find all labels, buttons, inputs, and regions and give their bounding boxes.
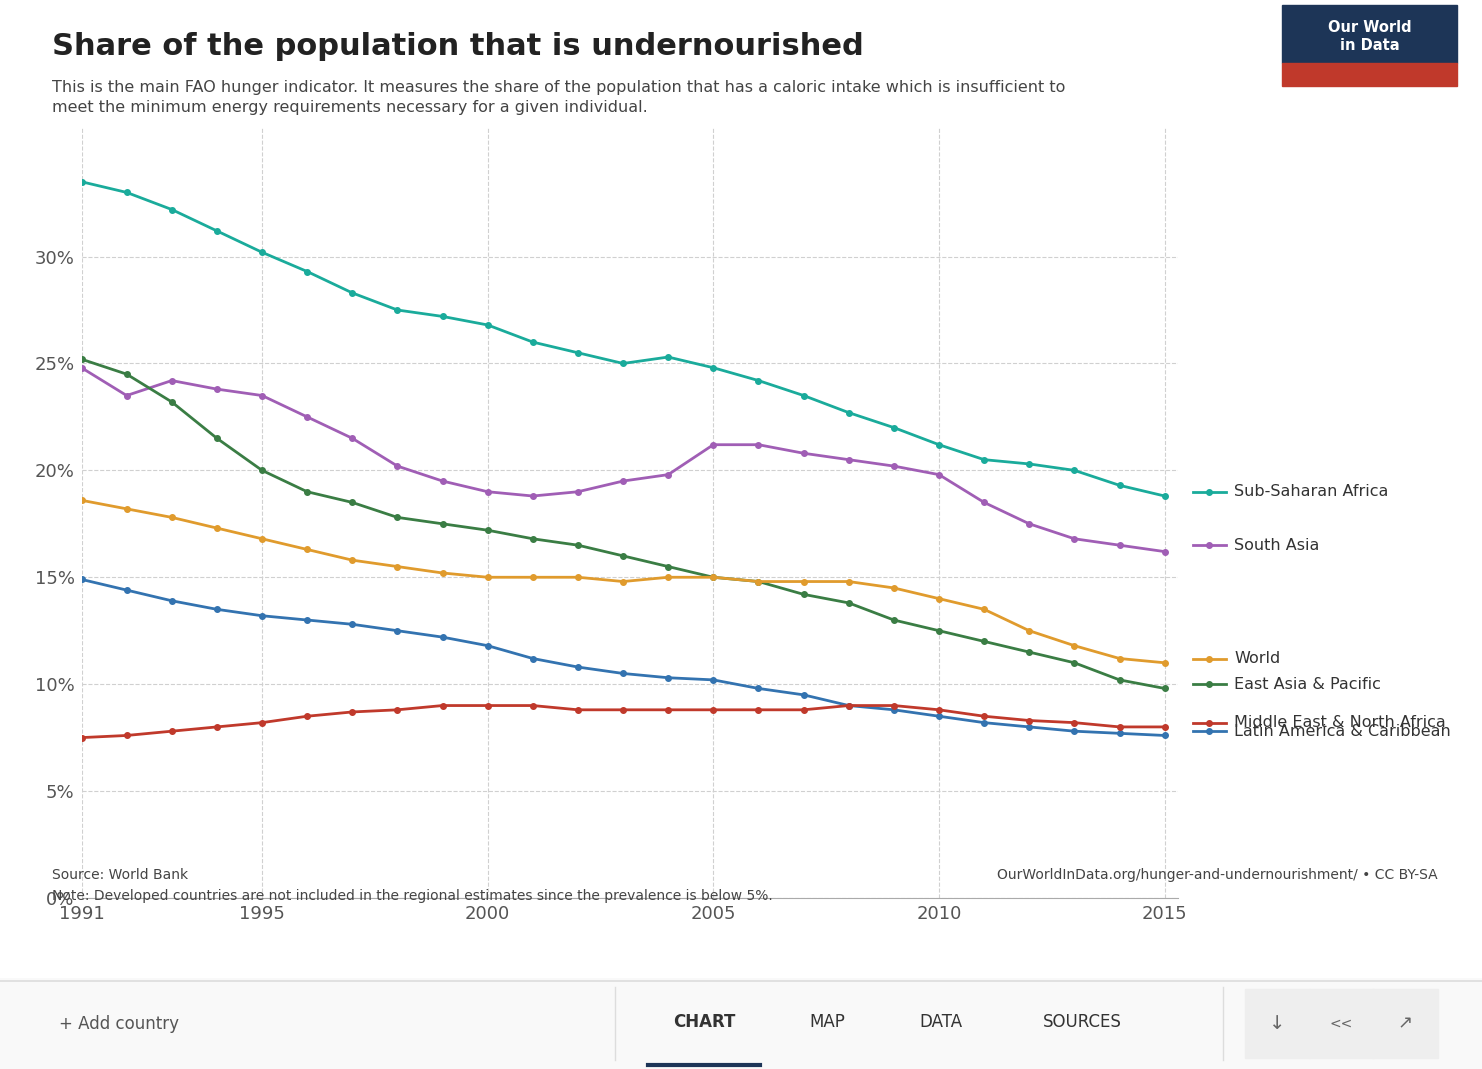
Text: ↓: ↓ <box>1269 1014 1286 1033</box>
Text: SOURCES: SOURCES <box>1042 1012 1122 1031</box>
Text: Sub-Saharan Africa: Sub-Saharan Africa <box>1235 484 1389 499</box>
Text: in Data: in Data <box>1340 37 1399 53</box>
Text: Middle East & North Africa: Middle East & North Africa <box>1235 715 1446 730</box>
Bar <box>1282 63 1457 86</box>
Text: CHART: CHART <box>673 1012 735 1031</box>
Text: OurWorldInData.org/hunger-and-undernourishment/ • CC BY-SA: OurWorldInData.org/hunger-and-undernouri… <box>997 868 1438 882</box>
Text: + Add country: + Add country <box>59 1014 179 1033</box>
Bar <box>1309 989 1374 1058</box>
Bar <box>1282 5 1457 63</box>
Text: DATA: DATA <box>919 1012 963 1031</box>
Text: East Asia & Pacific: East Asia & Pacific <box>1235 677 1381 692</box>
Bar <box>1245 989 1310 1058</box>
Text: MAP: MAP <box>809 1012 845 1031</box>
Text: World: World <box>1235 651 1280 666</box>
Text: Our World: Our World <box>1328 20 1411 35</box>
Text: Note: Developed countries are not included in the regional estimates since the p: Note: Developed countries are not includ… <box>52 889 772 903</box>
Text: Source: World Bank: Source: World Bank <box>52 868 188 882</box>
Text: Share of the population that is undernourished: Share of the population that is undernou… <box>52 32 864 61</box>
Text: South Asia: South Asia <box>1235 538 1319 553</box>
Bar <box>1372 989 1438 1058</box>
Text: ↗: ↗ <box>1398 1014 1412 1033</box>
Text: Latin America & Caribbean: Latin America & Caribbean <box>1235 724 1451 739</box>
Text: <<: << <box>1329 1017 1353 1031</box>
Text: This is the main FAO hunger indicator. It measures the share of the population t: This is the main FAO hunger indicator. I… <box>52 80 1066 115</box>
